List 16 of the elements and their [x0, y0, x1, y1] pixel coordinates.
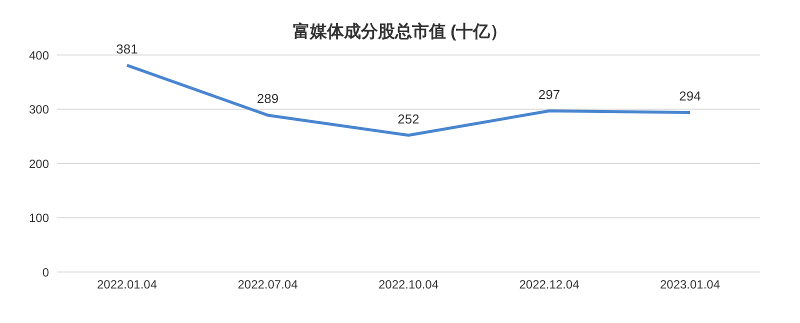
- data-label: 381: [116, 41, 138, 56]
- x-tick-label: 2022.01.04: [96, 278, 158, 292]
- x-tick-label: 2022.10.04: [378, 278, 439, 292]
- data-label: 294: [679, 88, 701, 104]
- y-tick-label: 400: [28, 48, 50, 62]
- x-tick-label: 2022.07.04: [238, 278, 298, 292]
- chart-title: 富媒体成分股总市值 (十亿）: [292, 22, 508, 42]
- data-label: 297: [538, 86, 560, 102]
- data-label: 252: [398, 111, 420, 126]
- y-tick-label: 300: [28, 102, 50, 117]
- y-tick-label: 200: [28, 156, 50, 171]
- x-tick-label: 2023.01.04: [660, 278, 720, 292]
- y-tick-label: 100: [28, 211, 50, 226]
- x-tick-label: 2022.12.04: [519, 278, 580, 292]
- y-tick-label: 0: [42, 265, 50, 280]
- data-label: 289: [256, 91, 279, 106]
